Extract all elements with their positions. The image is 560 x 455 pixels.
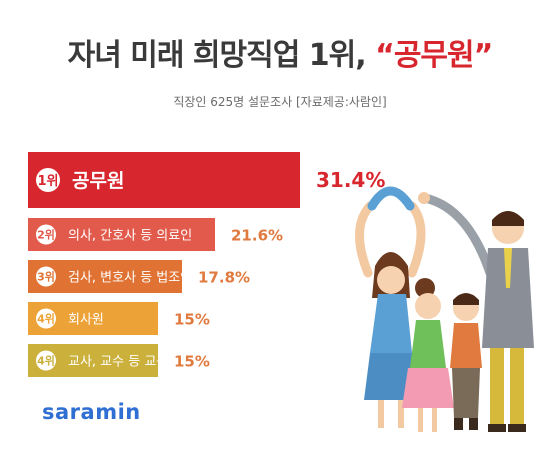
- value-label: 31.4%: [316, 168, 385, 192]
- page-title: 자녀 미래 희망직업 1위, “공무원”: [0, 30, 560, 74]
- title-main: 자녀 미래 희망직업 1위,: [67, 38, 367, 73]
- bar-2: [28, 218, 215, 251]
- boy-figure: [450, 293, 482, 430]
- title-highlight: “공무원”: [375, 38, 493, 73]
- category-label: 공무원: [72, 170, 124, 192]
- value-label: 17.8%: [198, 269, 250, 287]
- rank-badge: [36, 308, 56, 329]
- family-illustration: [355, 186, 534, 432]
- rank-label: 4위: [37, 313, 55, 326]
- rank-badge: [36, 350, 56, 371]
- value-label: 15%: [174, 311, 210, 329]
- rank-label: 1위: [37, 174, 58, 189]
- girl-figure: [402, 278, 454, 432]
- rank-badge: [36, 224, 56, 245]
- value-label: 15%: [174, 353, 210, 371]
- rank-label: 4위: [37, 355, 55, 368]
- value-label: 21.6%: [231, 227, 283, 245]
- category-label: 교사, 교수 등 교육자: [68, 355, 180, 370]
- category-label: 검사, 변호사 등 법조인: [68, 271, 192, 286]
- subtitle: 직장인 625명 설문조사 [자료제공:사람인]: [173, 95, 387, 109]
- mother-figure: [355, 186, 426, 428]
- category-label: 의사, 간호사 등 의료인: [68, 229, 192, 244]
- bar-1: [28, 152, 300, 208]
- category-label: 회사원: [68, 313, 104, 328]
- rank-badge: [36, 168, 60, 192]
- father-figure: [418, 192, 534, 432]
- brand-logo: saramin: [42, 400, 141, 424]
- rank-label: 2위: [37, 229, 55, 242]
- rank-badge: [36, 266, 56, 287]
- rank-label: 3위: [37, 271, 55, 284]
